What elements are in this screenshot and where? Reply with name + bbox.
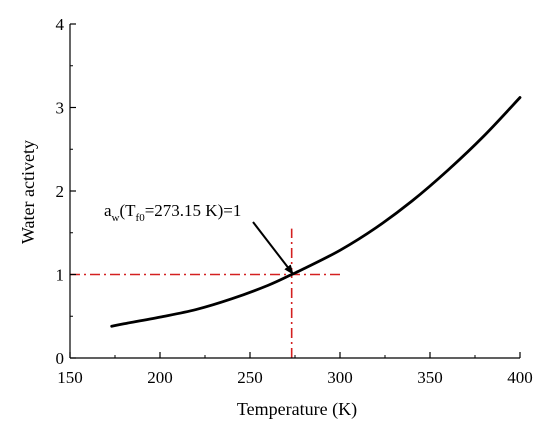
x-tick-label: 200 xyxy=(147,368,173,387)
y-tick-label: 4 xyxy=(56,15,65,34)
x-tick-label: 250 xyxy=(237,368,263,387)
x-axis-title: Temperature (K) xyxy=(237,399,357,420)
x-tick-label: 300 xyxy=(327,368,353,387)
axes: 150 200 250 300 350 400 0 1 2 3 4 xyxy=(56,15,533,387)
annotation-arrow xyxy=(252,221,294,275)
annotation-sub-w: w xyxy=(112,212,120,224)
y-axis-title: Water activety xyxy=(18,140,38,244)
annotation-end: =273.15 K)=1 xyxy=(145,201,242,220)
y-tick-label: 0 xyxy=(56,349,65,368)
x-tick-label: 150 xyxy=(57,368,83,387)
y-tick-label: 3 xyxy=(56,99,65,118)
series-line-0 xyxy=(110,96,522,328)
plot-area xyxy=(70,96,522,358)
annotation-sub-f0: f0 xyxy=(136,212,146,224)
y-tick-label: 2 xyxy=(56,182,65,201)
annotation-mid: (T xyxy=(120,201,137,220)
annotation-label: aw(Tf0=273.15 K)=1 xyxy=(104,201,241,224)
annotation-main: a xyxy=(104,201,112,220)
y-tick-label: 1 xyxy=(56,266,65,285)
x-tick-label: 350 xyxy=(417,368,443,387)
x-tick-label: 400 xyxy=(507,368,533,387)
